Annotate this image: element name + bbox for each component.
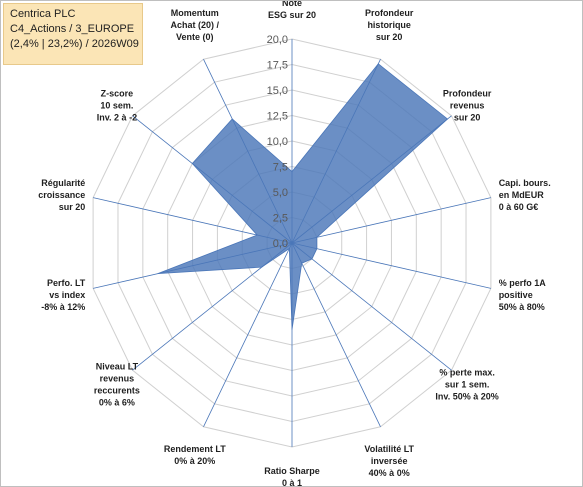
tick-label: 17,5 xyxy=(267,60,288,72)
axis-label: Perfo. LT vs index -8% à 12% xyxy=(41,278,86,312)
axis-label: Profondeur revenus sur 20 xyxy=(443,88,492,122)
axis-label: Volatilité LT inversée 40% à 0% xyxy=(364,444,414,478)
tick-label: 7,5 xyxy=(273,162,288,174)
series-area xyxy=(157,63,449,330)
spoke-line xyxy=(291,242,381,427)
tick-label: 0,0 xyxy=(273,238,288,250)
axis-label: Ratio Sharpe 0 à 1 xyxy=(264,466,320,486)
tick-label: 2,5 xyxy=(273,213,288,225)
axis-label: Momentum Achat (20) / Vente (0) xyxy=(171,8,220,42)
axis-label: % perte max. sur 1 sem. Inv. 50% à 20% xyxy=(435,368,498,402)
spoke-line xyxy=(291,197,491,244)
spoke-line xyxy=(291,242,491,289)
axis-label: Niveau LT revenus reccurents 0% à 6% xyxy=(94,362,140,408)
info-company: Centrica PLC xyxy=(10,8,76,20)
info-box: Centrica PLC C4_Actions / 3_EUROPE (2,4%… xyxy=(3,3,143,65)
axis-label: Profondeur historique sur 20 xyxy=(365,8,414,42)
spoke-line xyxy=(291,242,452,371)
tick-label: 5,0 xyxy=(273,187,288,199)
tick-label: 20,0 xyxy=(267,34,288,46)
radar-series xyxy=(157,63,449,330)
axis-label: Rendement LT 0% à 20% xyxy=(164,444,226,466)
axis-label: Note ESG sur 20 xyxy=(268,1,316,20)
spoke-line xyxy=(203,242,293,427)
axis-label: Capi. bours. en MdEUR 0 à 60 G€ xyxy=(499,178,551,212)
radar-tick-labels: 0,0 2,5 5,0 7,5 10,0 12,5 15,0 17,5 20,0 xyxy=(267,34,288,250)
tick-label: 10,0 xyxy=(267,136,288,148)
tick-label: 12,5 xyxy=(267,111,288,123)
axis-label: % perfo 1A positive 50% à 80% xyxy=(499,278,547,312)
info-period: (2,4% | 23,2%) / 2026W09 xyxy=(10,38,139,50)
tick-label: 15,0 xyxy=(267,85,288,97)
axis-label: Z-score 10 sem. Inv. 2 à -2 xyxy=(97,88,137,122)
axis-label: Régularité croissance sur 20 xyxy=(38,178,85,212)
info-category: C4_Actions / 3_EUROPE xyxy=(10,23,135,35)
radar-axis-labels: Note ESG sur 20 Profondeur historique sur 20… xyxy=(38,1,550,486)
